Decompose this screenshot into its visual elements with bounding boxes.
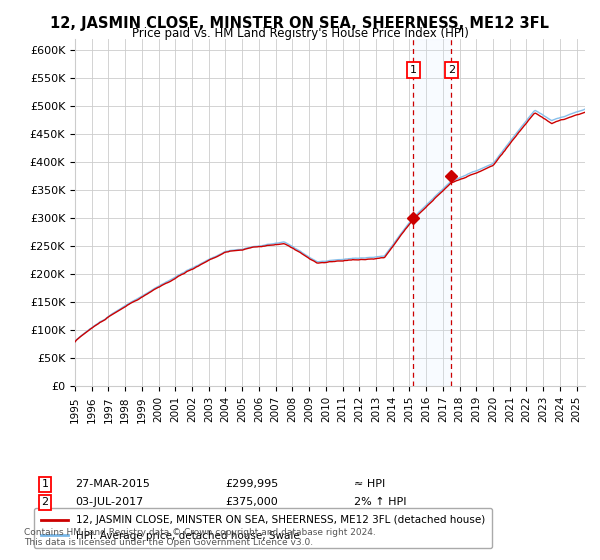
Text: 03-JUL-2017: 03-JUL-2017 <box>75 497 143 507</box>
Text: 2% ↑ HPI: 2% ↑ HPI <box>354 497 407 507</box>
Text: 27-MAR-2015: 27-MAR-2015 <box>75 479 150 489</box>
Text: £299,995: £299,995 <box>225 479 278 489</box>
Text: 1: 1 <box>410 65 417 75</box>
Text: Price paid vs. HM Land Registry's House Price Index (HPI): Price paid vs. HM Land Registry's House … <box>131 27 469 40</box>
Text: 12, JASMIN CLOSE, MINSTER ON SEA, SHEERNESS, ME12 3FL: 12, JASMIN CLOSE, MINSTER ON SEA, SHEERN… <box>50 16 550 31</box>
Bar <box>413 39 451 386</box>
Text: 2: 2 <box>448 65 455 75</box>
Text: 2: 2 <box>41 497 49 507</box>
Legend: 12, JASMIN CLOSE, MINSTER ON SEA, SHEERNESS, ME12 3FL (detached house), HPI: Ave: 12, JASMIN CLOSE, MINSTER ON SEA, SHEERN… <box>34 508 493 548</box>
Text: ≈ HPI: ≈ HPI <box>354 479 385 489</box>
Text: Contains HM Land Registry data © Crown copyright and database right 2024.
This d: Contains HM Land Registry data © Crown c… <box>24 528 376 547</box>
Text: 1: 1 <box>41 479 49 489</box>
Text: £375,000: £375,000 <box>225 497 278 507</box>
